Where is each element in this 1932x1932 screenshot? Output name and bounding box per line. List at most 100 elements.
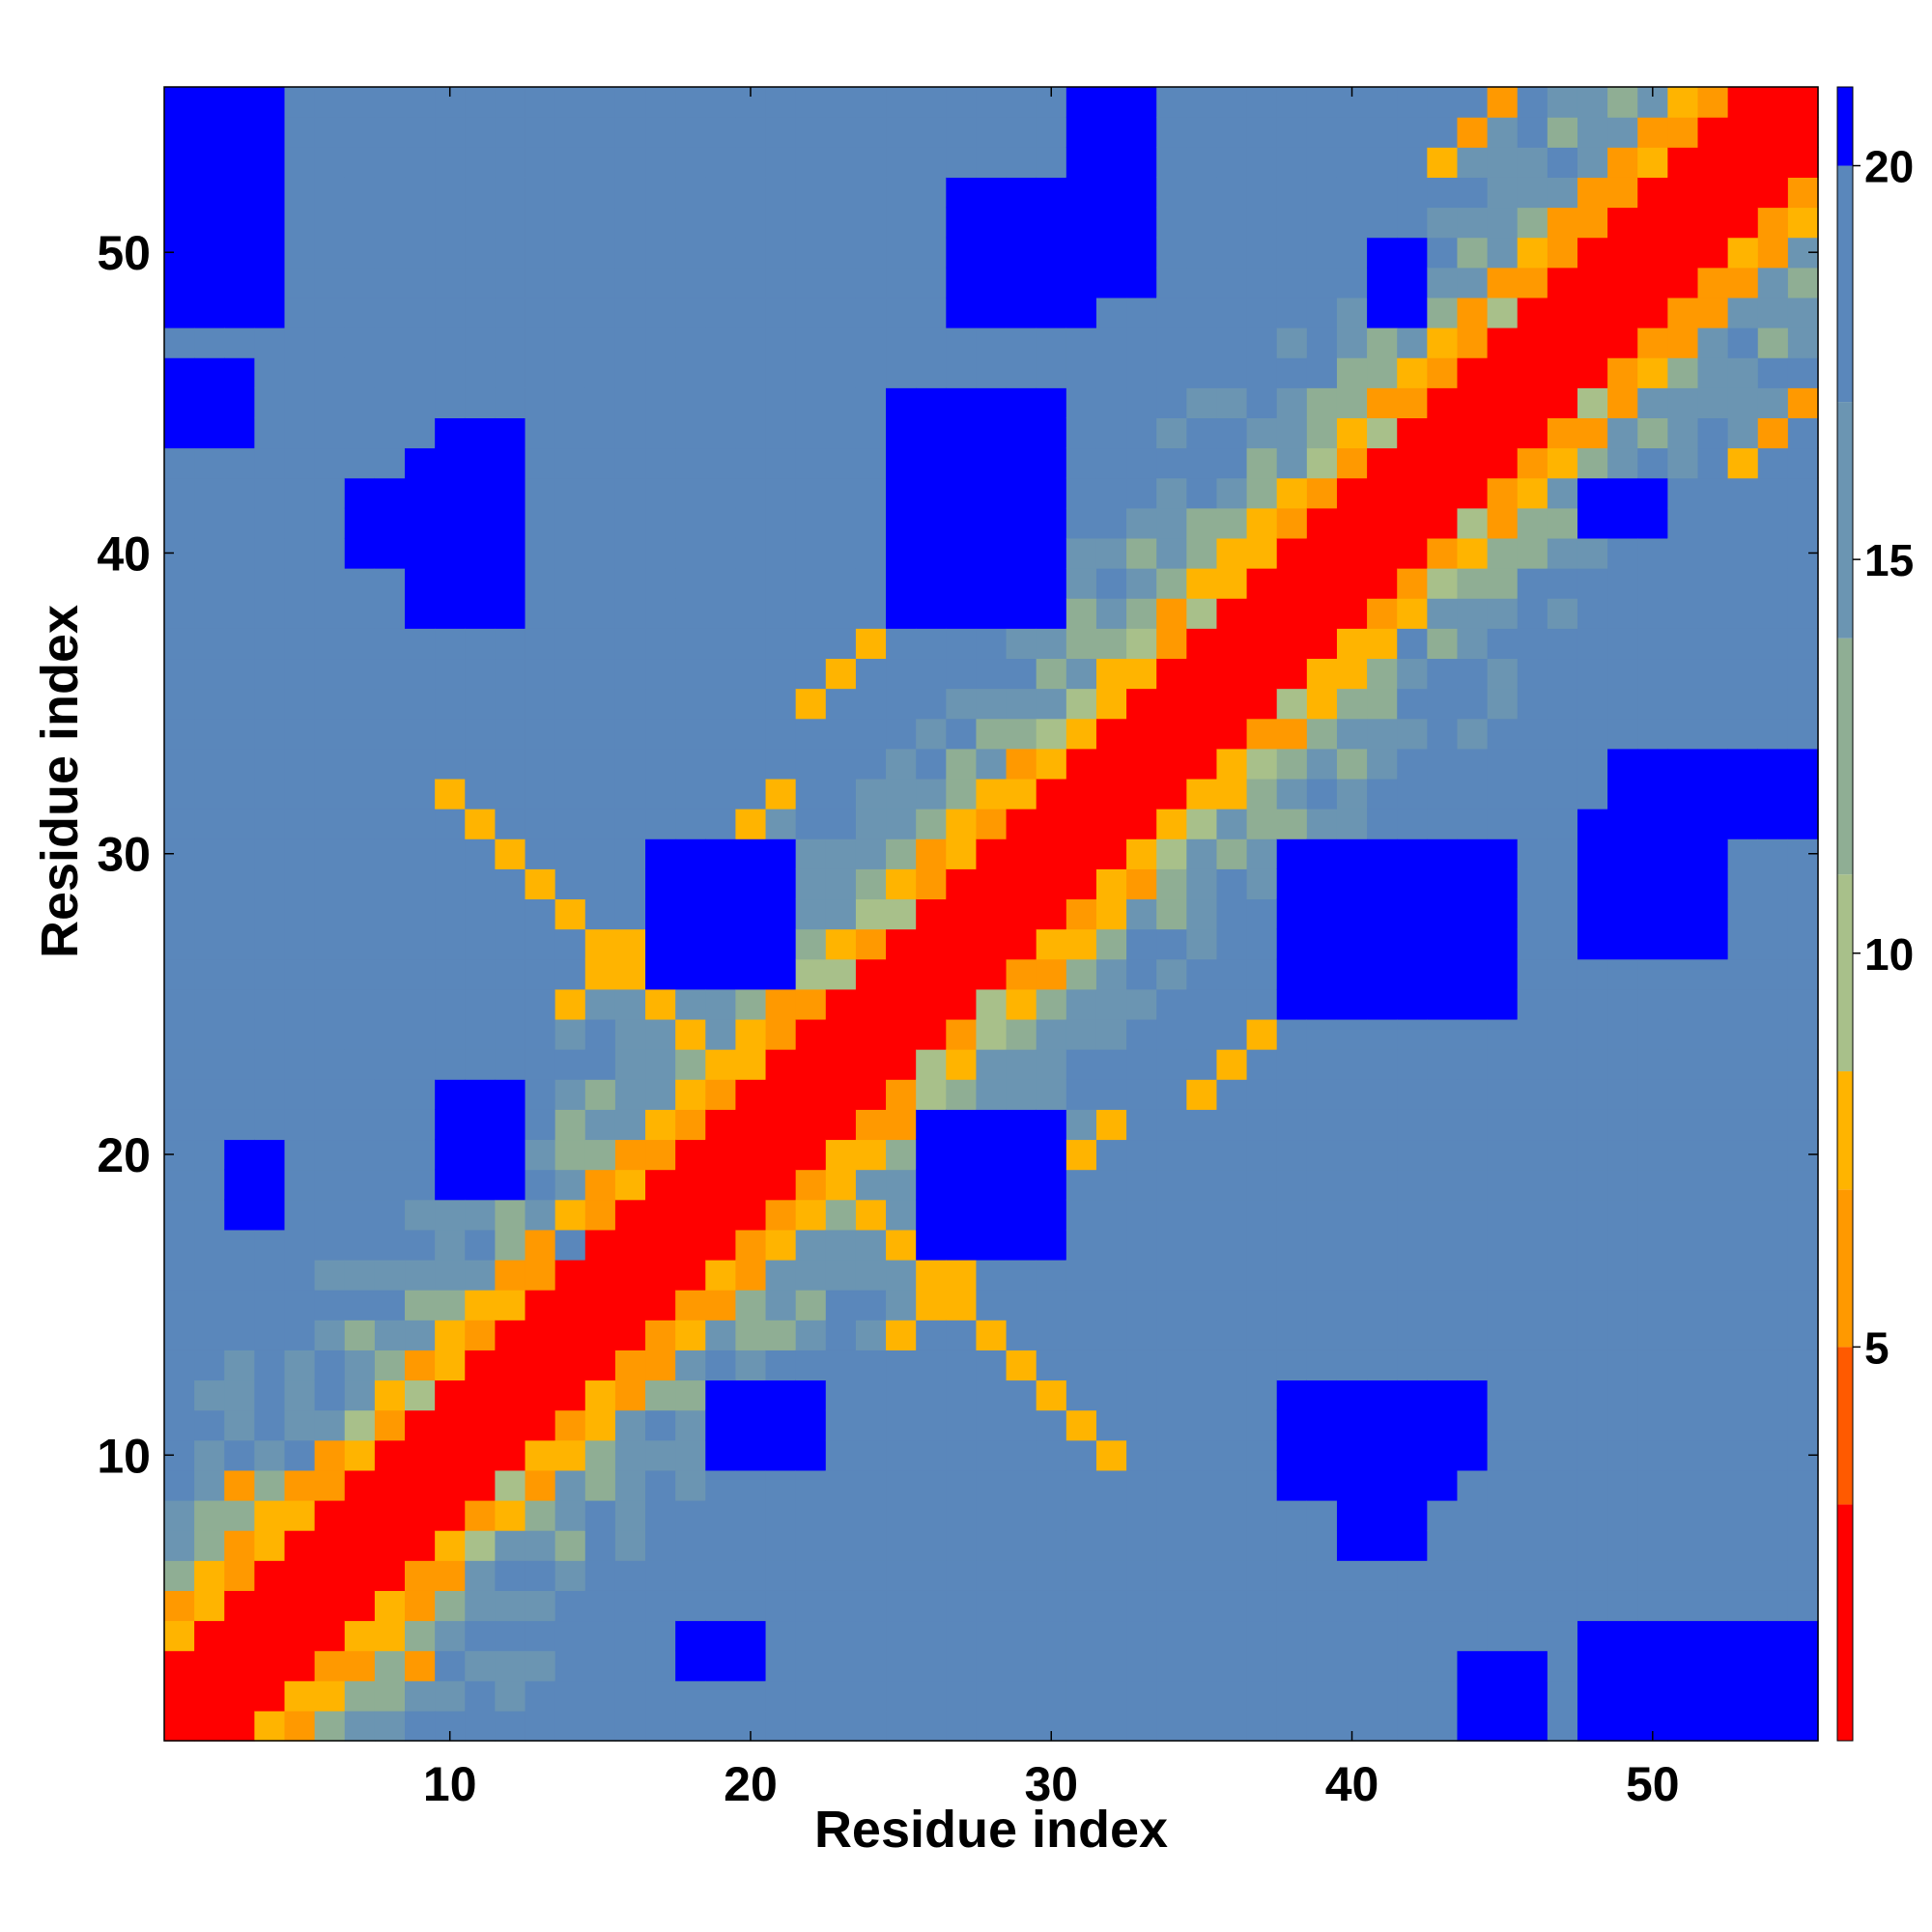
heatmap-cell bbox=[645, 1590, 676, 1622]
heatmap-cell bbox=[1757, 1620, 1789, 1652]
heatmap-cell bbox=[1607, 568, 1638, 599]
heatmap-cell bbox=[224, 1109, 255, 1141]
heatmap-cell bbox=[164, 1560, 195, 1591]
heatmap-cell bbox=[1216, 958, 1248, 990]
heatmap-cell bbox=[1367, 1109, 1398, 1141]
heatmap-cell bbox=[1186, 267, 1218, 298]
heatmap-cell bbox=[1547, 568, 1578, 599]
heatmap-cell bbox=[946, 1469, 978, 1501]
heatmap-cell bbox=[1246, 1049, 1278, 1080]
heatmap-cell bbox=[765, 898, 797, 930]
heatmap-cell bbox=[675, 718, 706, 750]
heatmap-cell bbox=[1095, 1560, 1127, 1591]
heatmap-cell bbox=[1757, 958, 1789, 990]
heatmap-cell bbox=[614, 988, 646, 1020]
heatmap-cell bbox=[525, 1320, 556, 1350]
heatmap-cell bbox=[1036, 1499, 1067, 1531]
heatmap-cell bbox=[675, 1079, 706, 1110]
heatmap-cell bbox=[344, 1650, 376, 1682]
heatmap-cell bbox=[1276, 658, 1308, 690]
heatmap-cell bbox=[1246, 147, 1278, 178]
heatmap-cell bbox=[1427, 1169, 1459, 1201]
heatmap-cell bbox=[1156, 598, 1187, 629]
heatmap-cell bbox=[1667, 417, 1699, 449]
heatmap-cell bbox=[1727, 1199, 1759, 1231]
heatmap-cell bbox=[1517, 1169, 1548, 1201]
heatmap-cell bbox=[495, 898, 526, 930]
heatmap-cell bbox=[1727, 1650, 1759, 1682]
heatmap-cell bbox=[1246, 1409, 1278, 1441]
heatmap-cell bbox=[1095, 778, 1127, 810]
heatmap-cell bbox=[1216, 1320, 1248, 1350]
heatmap-cell bbox=[1126, 688, 1157, 720]
heatmap-cell bbox=[465, 1350, 496, 1381]
heatmap-cell bbox=[1757, 207, 1789, 239]
heatmap-cell bbox=[554, 537, 586, 569]
heatmap-cell bbox=[1667, 868, 1699, 900]
heatmap-cell bbox=[435, 1018, 466, 1050]
heatmap-cell bbox=[1487, 1530, 1519, 1561]
heatmap-cell bbox=[1186, 1409, 1218, 1441]
heatmap-cell bbox=[1727, 598, 1759, 629]
heatmap-cell bbox=[1126, 1620, 1157, 1652]
heatmap-cell bbox=[1487, 1109, 1519, 1141]
heatmap-cell bbox=[495, 1169, 526, 1201]
heatmap-cell bbox=[584, 1620, 616, 1652]
heatmap-cell bbox=[554, 1409, 586, 1441]
heatmap-cell bbox=[1727, 1169, 1759, 1201]
heatmap-cell bbox=[976, 417, 1008, 449]
heatmap-cell bbox=[675, 1469, 706, 1501]
heatmap-cell bbox=[1397, 1590, 1428, 1622]
heatmap-cell bbox=[1727, 958, 1759, 990]
heatmap-cell bbox=[584, 1229, 616, 1261]
heatmap-cell bbox=[946, 1139, 978, 1171]
heatmap-cell bbox=[976, 809, 1008, 839]
heatmap-cell bbox=[976, 1439, 1008, 1471]
heatmap-cell bbox=[795, 117, 827, 148]
heatmap-cell bbox=[344, 1139, 376, 1171]
heatmap-cell bbox=[1757, 1710, 1789, 1742]
heatmap-cell bbox=[194, 1199, 225, 1231]
heatmap-cell bbox=[645, 868, 676, 900]
heatmap-cell bbox=[1186, 748, 1218, 780]
heatmap-cell bbox=[1065, 988, 1097, 1020]
heatmap-cell bbox=[1186, 1379, 1218, 1411]
heatmap-cell bbox=[1397, 507, 1428, 539]
heatmap-cell bbox=[614, 1409, 646, 1441]
heatmap-cell bbox=[374, 658, 406, 690]
heatmap-cell bbox=[1006, 1379, 1037, 1411]
heatmap-cell bbox=[435, 748, 466, 780]
heatmap-cell bbox=[1517, 507, 1548, 539]
heatmap-cell bbox=[1367, 778, 1398, 810]
heatmap-cell bbox=[314, 117, 346, 148]
heatmap-cell bbox=[525, 1439, 556, 1471]
heatmap-cell bbox=[1156, 1290, 1187, 1321]
heatmap-cell bbox=[525, 1169, 556, 1201]
heatmap-cell bbox=[1397, 177, 1428, 209]
heatmap-cell bbox=[1306, 809, 1338, 839]
heatmap-cell bbox=[645, 297, 676, 328]
heatmap-cell bbox=[1186, 1320, 1218, 1350]
heatmap-cell bbox=[886, 658, 917, 690]
heatmap-cell bbox=[1547, 928, 1578, 960]
heatmap-cell bbox=[584, 1499, 616, 1531]
heatmap-cell bbox=[314, 1530, 346, 1561]
heatmap-cell bbox=[1095, 1290, 1127, 1321]
heatmap-cell bbox=[735, 958, 767, 990]
heatmap-cell bbox=[194, 1560, 225, 1591]
heatmap-cell bbox=[1186, 1139, 1218, 1171]
heatmap-cell bbox=[224, 1290, 255, 1321]
heatmap-cell bbox=[614, 1710, 646, 1742]
heatmap-cell bbox=[1336, 1680, 1368, 1712]
heatmap-cell bbox=[554, 1379, 586, 1411]
y-tick-label: 30 bbox=[97, 828, 151, 882]
heatmap-cell bbox=[435, 267, 466, 298]
heatmap-cell bbox=[1667, 1018, 1699, 1050]
heatmap-cell bbox=[705, 1109, 737, 1141]
heatmap-cell bbox=[855, 507, 887, 539]
heatmap-cell bbox=[1336, 357, 1368, 388]
heatmap-cell bbox=[1487, 809, 1519, 839]
heatmap-cell bbox=[1427, 718, 1459, 750]
heatmap-cell bbox=[1246, 417, 1278, 449]
heatmap-cell bbox=[164, 1650, 195, 1682]
